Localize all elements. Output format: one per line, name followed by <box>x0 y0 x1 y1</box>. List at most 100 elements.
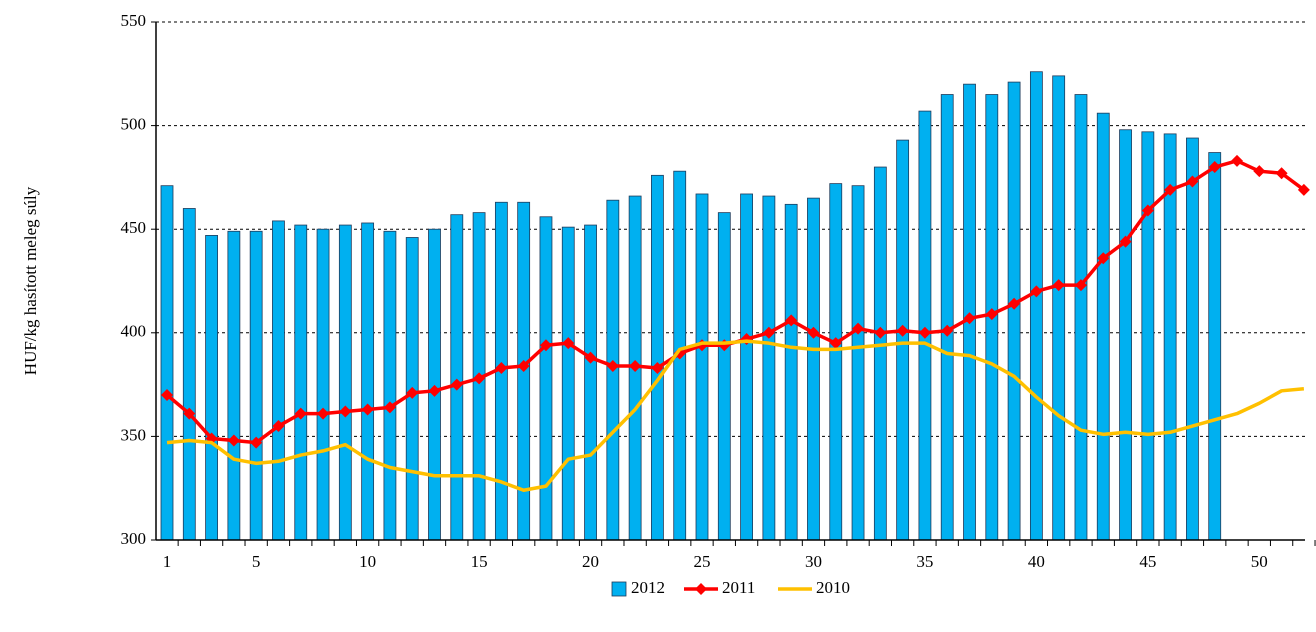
bar <box>873 166 887 541</box>
bar <box>561 226 575 541</box>
bar <box>940 94 954 541</box>
marker <box>651 362 664 375</box>
marker <box>852 322 865 335</box>
marker <box>584 351 597 364</box>
x-tick-label: 35 <box>916 552 933 571</box>
x-tick-label: 45 <box>1139 552 1156 571</box>
marker <box>161 388 173 401</box>
bar <box>584 224 597 541</box>
bar <box>272 220 285 541</box>
marker <box>829 337 842 350</box>
bar <box>1208 152 1222 541</box>
y-tick-label: 450 <box>121 218 147 237</box>
marker <box>1253 165 1266 178</box>
bar <box>205 235 218 541</box>
x-tick-label: 50 <box>1251 552 1268 571</box>
marker <box>495 362 508 375</box>
marker <box>1275 167 1288 180</box>
x-tick-label: 25 <box>694 552 711 571</box>
marker <box>629 359 642 372</box>
marker <box>406 386 419 399</box>
bar <box>651 174 664 541</box>
y-axis-label: HUF/kg hasított meleg súly <box>21 186 40 375</box>
y-tick-label: 350 <box>121 425 147 444</box>
marker <box>317 407 330 420</box>
bar <box>160 185 174 541</box>
legend-label: 2012 <box>631 578 665 597</box>
marker <box>1008 297 1021 310</box>
marker <box>941 324 954 337</box>
marker <box>562 337 575 350</box>
bar <box>338 224 352 541</box>
bar <box>428 228 441 541</box>
x-tick-label: 5 <box>252 552 261 571</box>
x-tick-label: 1 <box>163 552 172 571</box>
bar <box>182 208 196 541</box>
marker <box>473 372 486 385</box>
marker <box>606 359 619 372</box>
marker <box>250 436 263 449</box>
bar <box>450 214 464 541</box>
marker <box>785 314 798 327</box>
bar <box>963 83 976 541</box>
marker <box>985 308 998 321</box>
marker <box>339 405 352 418</box>
bar <box>717 212 731 541</box>
marker <box>807 326 820 339</box>
bar <box>1141 131 1155 541</box>
marker <box>227 434 240 447</box>
bar <box>1096 112 1110 541</box>
marker <box>383 401 396 414</box>
bar <box>807 197 820 541</box>
bar <box>361 222 375 541</box>
legend-label: 2010 <box>816 578 850 597</box>
bar <box>695 193 709 541</box>
legend-swatch <box>611 581 627 597</box>
x-tick-label: 15 <box>471 552 488 571</box>
marker <box>918 326 931 339</box>
marker <box>1208 161 1221 174</box>
x-tick-label: 20 <box>582 552 599 571</box>
y-tick-label: 300 <box>121 529 147 548</box>
y-tick-label: 400 <box>121 322 147 341</box>
marker <box>963 312 976 325</box>
bar <box>829 183 843 541</box>
marker <box>450 378 463 391</box>
marker <box>1164 183 1177 196</box>
marker <box>539 339 552 352</box>
line <box>166 339 1305 493</box>
marker <box>1074 279 1087 292</box>
marker <box>1186 175 1199 188</box>
line <box>165 159 1305 445</box>
bar <box>1007 81 1021 541</box>
bar <box>539 216 553 541</box>
bar <box>740 193 753 541</box>
legend-label: 2011 <box>722 578 755 597</box>
marker <box>1097 252 1110 265</box>
marker <box>428 384 441 397</box>
bar <box>896 139 910 541</box>
bar <box>1119 129 1132 541</box>
bar <box>1052 75 1066 541</box>
marker <box>517 359 530 372</box>
bar <box>249 230 263 541</box>
legend-marker <box>695 583 707 595</box>
bar <box>383 230 397 541</box>
bar <box>918 110 932 541</box>
marker <box>1231 154 1244 167</box>
x-tick-label: 10 <box>359 552 376 571</box>
marker <box>1141 204 1154 217</box>
marker <box>1030 285 1043 298</box>
x-tick-label: 40 <box>1028 552 1045 571</box>
bar <box>1029 71 1043 541</box>
bar <box>851 185 865 541</box>
marker <box>896 324 909 337</box>
marker <box>1119 235 1132 248</box>
marker <box>874 326 887 339</box>
y-tick-label: 550 <box>121 11 147 30</box>
marker <box>294 407 307 420</box>
bar <box>784 203 798 541</box>
x-tick-label: 30 <box>805 552 822 571</box>
bar <box>1186 137 1199 541</box>
